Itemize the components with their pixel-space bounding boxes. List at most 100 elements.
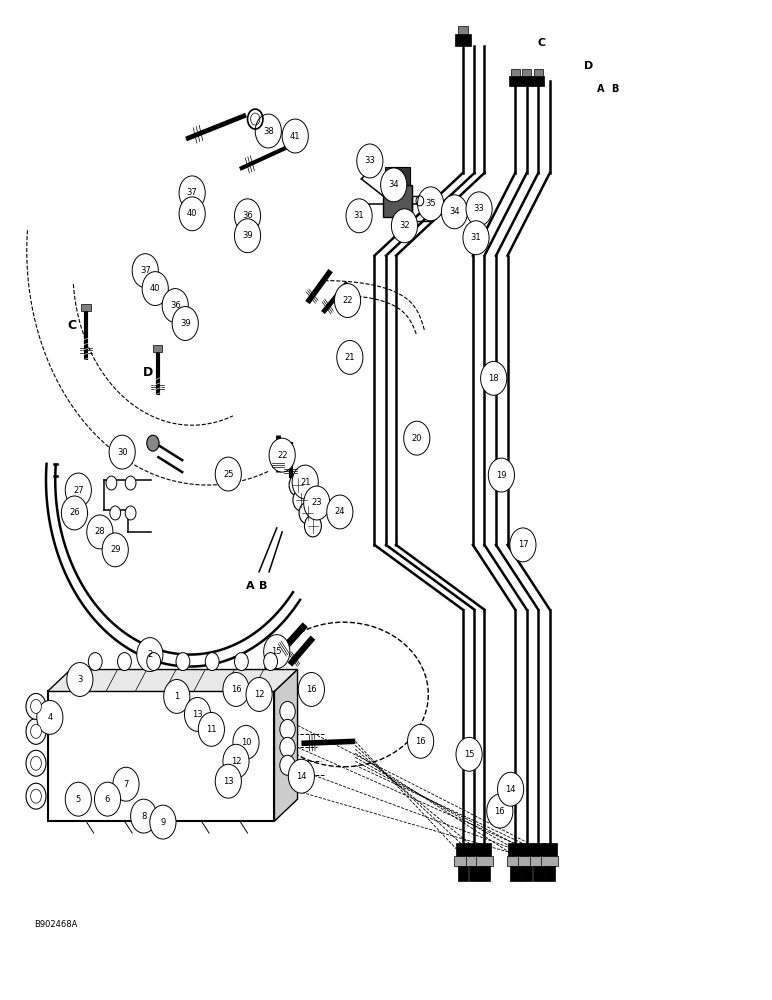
Text: 13: 13	[223, 777, 234, 786]
Circle shape	[150, 805, 176, 839]
Text: 17: 17	[517, 540, 528, 549]
Circle shape	[66, 782, 91, 816]
Circle shape	[26, 693, 46, 719]
Text: 13: 13	[192, 710, 203, 719]
Circle shape	[303, 486, 330, 520]
Bar	[532, 76, 544, 86]
Text: 20: 20	[411, 434, 422, 443]
Text: 19: 19	[496, 471, 506, 480]
Circle shape	[26, 783, 46, 809]
Text: 6: 6	[105, 795, 110, 804]
Text: 33: 33	[364, 156, 375, 165]
Circle shape	[137, 638, 163, 672]
Circle shape	[408, 724, 434, 758]
Bar	[153, 345, 162, 352]
Circle shape	[264, 635, 290, 669]
Circle shape	[487, 794, 513, 828]
Text: 36: 36	[170, 301, 181, 310]
Circle shape	[172, 307, 198, 340]
Bar	[455, 856, 472, 866]
Circle shape	[292, 465, 318, 499]
Circle shape	[132, 254, 158, 288]
Circle shape	[179, 197, 205, 231]
Text: 37: 37	[187, 188, 198, 197]
Circle shape	[304, 515, 321, 537]
Bar	[48, 691, 275, 821]
Text: 25: 25	[223, 470, 234, 479]
Circle shape	[466, 192, 493, 226]
Circle shape	[110, 506, 120, 520]
Circle shape	[31, 756, 42, 770]
Bar	[458, 866, 469, 881]
Bar	[81, 304, 90, 311]
Text: 21: 21	[300, 478, 310, 487]
Bar	[543, 843, 557, 859]
Text: 36: 36	[242, 211, 253, 220]
Circle shape	[66, 473, 91, 507]
Text: 16: 16	[306, 685, 317, 694]
Text: 2: 2	[147, 650, 153, 659]
Text: 27: 27	[73, 486, 83, 495]
Text: 5: 5	[76, 795, 81, 804]
Text: 22: 22	[342, 296, 353, 305]
Text: C: C	[68, 319, 76, 332]
Text: 14: 14	[296, 772, 306, 781]
Text: 9: 9	[161, 818, 165, 827]
Circle shape	[37, 700, 63, 734]
Circle shape	[106, 476, 117, 490]
Circle shape	[94, 782, 120, 816]
Text: 3: 3	[77, 675, 83, 684]
Text: B902468A: B902468A	[34, 920, 77, 929]
Circle shape	[510, 528, 536, 562]
Circle shape	[66, 663, 93, 696]
Text: D: D	[584, 61, 593, 71]
Circle shape	[235, 199, 261, 233]
Polygon shape	[275, 670, 297, 821]
Circle shape	[497, 772, 523, 806]
Circle shape	[205, 653, 219, 671]
Circle shape	[346, 199, 372, 233]
Circle shape	[109, 435, 135, 469]
Text: C: C	[537, 38, 546, 48]
Circle shape	[31, 789, 42, 803]
Text: 32: 32	[399, 221, 410, 230]
Text: D: D	[142, 366, 153, 379]
Bar	[455, 34, 471, 46]
Circle shape	[289, 474, 306, 496]
Text: 11: 11	[206, 725, 217, 734]
Bar	[530, 856, 547, 866]
Text: 21: 21	[344, 353, 355, 362]
Circle shape	[26, 750, 46, 776]
Text: 22: 22	[277, 451, 287, 460]
Circle shape	[337, 340, 363, 374]
Circle shape	[102, 533, 128, 567]
Text: 1: 1	[174, 692, 179, 701]
Text: 37: 37	[140, 266, 151, 275]
Circle shape	[298, 673, 324, 706]
Text: 41: 41	[290, 132, 300, 141]
Circle shape	[113, 767, 139, 801]
Bar	[469, 866, 480, 881]
Circle shape	[264, 653, 278, 671]
Text: 7: 7	[124, 780, 129, 789]
Circle shape	[86, 515, 113, 549]
Circle shape	[381, 168, 407, 202]
Circle shape	[62, 496, 87, 530]
Circle shape	[463, 221, 489, 255]
Bar	[479, 866, 490, 881]
Text: 12: 12	[254, 690, 264, 699]
Bar	[533, 866, 543, 881]
Circle shape	[31, 724, 42, 738]
Bar	[544, 866, 555, 881]
Text: 10: 10	[241, 738, 251, 747]
Text: 4: 4	[47, 713, 52, 722]
Text: 28: 28	[94, 527, 105, 536]
Text: 39: 39	[242, 231, 253, 240]
Bar	[531, 843, 545, 859]
Circle shape	[233, 725, 259, 759]
Circle shape	[235, 653, 249, 671]
Circle shape	[215, 457, 242, 491]
Circle shape	[391, 209, 418, 243]
Circle shape	[418, 187, 444, 221]
Circle shape	[279, 737, 295, 757]
